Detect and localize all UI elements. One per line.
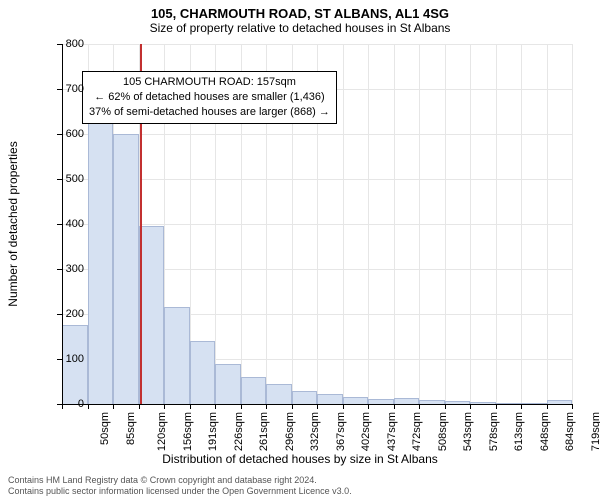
x-tick-label: 613sqm: [513, 412, 525, 451]
histogram-bar: [292, 391, 318, 405]
histogram-chart: 105 CHARMOUTH ROAD: 157sqm← 62% of detac…: [62, 44, 572, 404]
licence-footer: Contains HM Land Registry data © Crown c…: [8, 475, 352, 496]
x-tick-label: 85sqm: [125, 412, 137, 445]
x-tick-label: 684sqm: [564, 412, 576, 451]
histogram-bar: [190, 341, 216, 404]
gridline-v: [343, 44, 344, 404]
histogram-bar: [88, 107, 114, 404]
x-tick-label: 261sqm: [258, 412, 270, 451]
gridline-v: [470, 44, 471, 404]
gridline-v: [368, 44, 369, 404]
footer-line-2: Contains public sector information licen…: [8, 486, 352, 496]
x-tick-label: 367sqm: [335, 412, 347, 451]
x-tick-label: 578sqm: [488, 412, 500, 451]
histogram-bar: [241, 377, 267, 404]
gridline-v: [496, 44, 497, 404]
histogram-bar: [164, 307, 190, 404]
gridline-v: [547, 44, 548, 404]
histogram-bar: [113, 134, 139, 404]
x-tick-label: 472sqm: [411, 412, 423, 451]
annotation-line: 105 CHARMOUTH ROAD: 157sqm: [89, 75, 330, 90]
x-tick-label: 402sqm: [360, 412, 372, 451]
y-tick-label: 300: [44, 263, 84, 275]
x-tick-label: 648sqm: [539, 412, 551, 451]
y-axis-label: Number of detached properties: [6, 141, 20, 306]
histogram-bar: [343, 397, 369, 404]
annotation-line: ← 62% of detached houses are smaller (1,…: [89, 90, 330, 105]
x-tick-label: 296sqm: [284, 412, 296, 451]
x-tick-label: 156sqm: [182, 412, 194, 451]
gridline-v: [521, 44, 522, 404]
x-tick-label: 508sqm: [437, 412, 449, 451]
y-tick-label: 700: [44, 83, 84, 95]
gridline-v: [445, 44, 446, 404]
x-tick-label: 543sqm: [462, 412, 474, 451]
x-axis: [62, 404, 572, 405]
x-tick-label: 226sqm: [233, 412, 245, 451]
page-subtitle: Size of property relative to detached ho…: [0, 21, 600, 39]
histogram-bar: [139, 226, 165, 404]
annotation-box: 105 CHARMOUTH ROAD: 157sqm← 62% of detac…: [82, 71, 337, 124]
x-axis-label: Distribution of detached houses by size …: [0, 452, 600, 466]
gridline-v: [572, 44, 573, 404]
histogram-bar: [317, 394, 343, 404]
y-tick-label: 200: [44, 308, 84, 320]
y-tick-label: 100: [44, 353, 84, 365]
x-tick-label: 332sqm: [309, 412, 321, 451]
x-tick-label: 719sqm: [590, 412, 600, 451]
annotation-line: 37% of semi-detached houses are larger (…: [89, 105, 330, 120]
histogram-bar: [266, 384, 292, 404]
x-tick-label: 50sqm: [99, 412, 111, 445]
x-tick-label: 191sqm: [207, 412, 219, 451]
gridline-v: [419, 44, 420, 404]
page-title: 105, CHARMOUTH ROAD, ST ALBANS, AL1 4SG: [0, 0, 600, 21]
y-tick-label: 500: [44, 173, 84, 185]
y-tick-label: 800: [44, 38, 84, 50]
y-tick-label: 0: [44, 398, 84, 410]
x-tick-label: 120sqm: [156, 412, 168, 451]
y-tick-label: 400: [44, 218, 84, 230]
footer-line-1: Contains HM Land Registry data © Crown c…: [8, 475, 352, 485]
x-tick-label: 437sqm: [386, 412, 398, 451]
histogram-bar: [215, 364, 241, 405]
x-tick: [572, 404, 573, 409]
gridline-v: [394, 44, 395, 404]
y-tick-label: 600: [44, 128, 84, 140]
